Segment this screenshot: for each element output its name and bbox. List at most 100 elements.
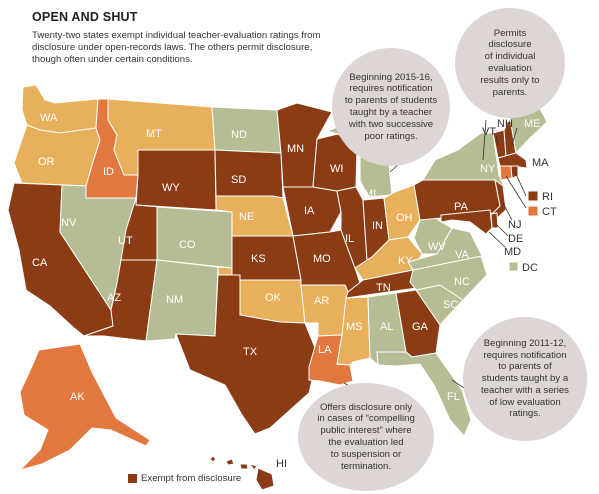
label-ME: ME: [524, 118, 541, 130]
label-IL: IL: [345, 233, 354, 245]
callout-line: of low evaluation: [489, 396, 561, 408]
label-WY: WY: [162, 182, 180, 194]
label-DE: DE: [508, 233, 523, 245]
state-HI-3[interactable]: [239, 463, 249, 470]
state-HI-5[interactable]: [255, 467, 275, 491]
label-ND: ND: [231, 129, 247, 141]
state-OR[interactable]: [13, 124, 101, 187]
label-IN: IN: [372, 220, 383, 232]
callout-line: results only to: [480, 74, 540, 86]
state-AR[interactable]: [300, 284, 349, 337]
callout-new-york-text: Permits disclosure of individual evaluation…: [480, 28, 539, 99]
callout-michigan-text: Beginning 2015-16, requires notification t…: [345, 72, 437, 143]
label-OR: OR: [38, 156, 55, 168]
state-SD[interactable]: [214, 149, 284, 199]
callout-line: Beginning 2011-12,: [483, 337, 567, 349]
callout-line: with two successive: [348, 118, 434, 130]
callout-line: ratings.: [509, 408, 541, 420]
state-RI-swatch[interactable]: [527, 190, 539, 202]
label-OK: OK: [265, 292, 282, 304]
state-HI-1[interactable]: [209, 455, 217, 463]
page-subtitle: Twenty-two states exempt individual teac…: [32, 30, 321, 66]
state-WY[interactable]: [135, 149, 217, 211]
label-MT: MT: [146, 128, 162, 140]
state-DC-swatch[interactable]: [508, 261, 519, 272]
state-CT[interactable]: [499, 165, 513, 181]
state-CT-swatch[interactable]: [527, 205, 539, 217]
leader-de: [495, 223, 509, 237]
legend: Exempt from disclosure: [128, 473, 241, 484]
state-TX[interactable]: [175, 274, 319, 435]
state-MD[interactable]: [440, 209, 493, 235]
label-OH: OH: [396, 212, 413, 224]
state-WA[interactable]: [21, 84, 99, 134]
label-TN: TN: [376, 282, 391, 294]
label-CT: CT: [542, 206, 557, 218]
page-title: OPEN AND SHUT: [32, 10, 138, 24]
callout-line: Offers disclosure only: [319, 401, 413, 413]
state-CO[interactable]: [156, 206, 233, 269]
leader-nh: [511, 127, 518, 146]
label-CO: CO: [179, 239, 196, 251]
label-MI: MI: [364, 188, 376, 200]
label-WI: WI: [330, 163, 343, 175]
callout-line: disclosure: [488, 39, 532, 51]
callout-line: termination.: [340, 460, 392, 472]
callout-louisiana: Offers disclosure only in cases of “compe…: [298, 383, 434, 491]
label-NE: NE: [239, 211, 254, 223]
label-WV: WV: [428, 241, 446, 253]
state-labels: WA OR CA ID NV MT WY UT AZ CO NM ND SD N…: [32, 112, 541, 403]
label-WA: WA: [40, 112, 58, 124]
label-UT: UT: [118, 235, 133, 247]
leader-vt: [495, 135, 499, 146]
callout-line: the evaluation led: [328, 437, 404, 448]
label-NM: NM: [166, 294, 183, 306]
callout-line: to suspension or: [330, 448, 402, 460]
callout-line: to parents of students: [344, 95, 438, 107]
callout-line: Permits: [493, 27, 527, 39]
callout-line: teacher with a series: [481, 384, 569, 396]
leader-nj: [502, 202, 513, 221]
callout-line: parents.: [492, 86, 528, 98]
label-AR: AR: [314, 295, 329, 307]
state-HI-4[interactable]: [248, 463, 258, 471]
label-AL: AL: [380, 321, 393, 333]
label-KY: KY: [398, 255, 413, 267]
label-AZ: AZ: [107, 292, 121, 304]
label-NV: NV: [61, 217, 77, 229]
label-TX: TX: [243, 346, 258, 358]
label-SD: SD: [231, 174, 246, 186]
label-AK: AK: [70, 391, 85, 403]
label-VT: VT: [482, 126, 496, 138]
label-KS: KS: [251, 253, 266, 265]
state-FL[interactable]: [376, 351, 472, 437]
leader-ri: [514, 171, 527, 197]
callout-florida: Beginning 2011-12, requires notification t…: [463, 317, 587, 441]
label-FL: FL: [447, 391, 460, 403]
state-KS[interactable]: [231, 235, 302, 281]
callout-line: of individual: [484, 51, 536, 63]
leader-md: [488, 231, 506, 248]
callout-line: students taught by a: [481, 373, 569, 385]
callout-michigan: Beginning 2015-16, requires notification t…: [332, 48, 450, 166]
callout-florida-text: Beginning 2011-12, requires notification t…: [481, 338, 569, 421]
callout-line: requires notification: [349, 83, 433, 95]
legend-swatch: [128, 474, 137, 483]
state-HI-2[interactable]: [225, 458, 235, 466]
callout-line: taught by a teacher: [349, 107, 433, 118]
leader-ct: [505, 175, 527, 209]
leader-ny: [482, 119, 487, 161]
callout-line: evaluation: [488, 63, 532, 74]
label-MS: MS: [346, 321, 363, 333]
label-MD: MD: [504, 246, 521, 258]
label-NC: NC: [454, 276, 470, 288]
label-RI: RI: [542, 191, 553, 203]
label-ID: ID: [103, 166, 114, 178]
label-VA: VA: [455, 249, 470, 261]
label-MN: MN: [287, 143, 304, 155]
state-AK[interactable]: [18, 343, 151, 471]
callout-line: to parents of: [498, 361, 552, 373]
label-NH: NH: [497, 118, 513, 130]
label-MA: MA: [532, 157, 549, 169]
